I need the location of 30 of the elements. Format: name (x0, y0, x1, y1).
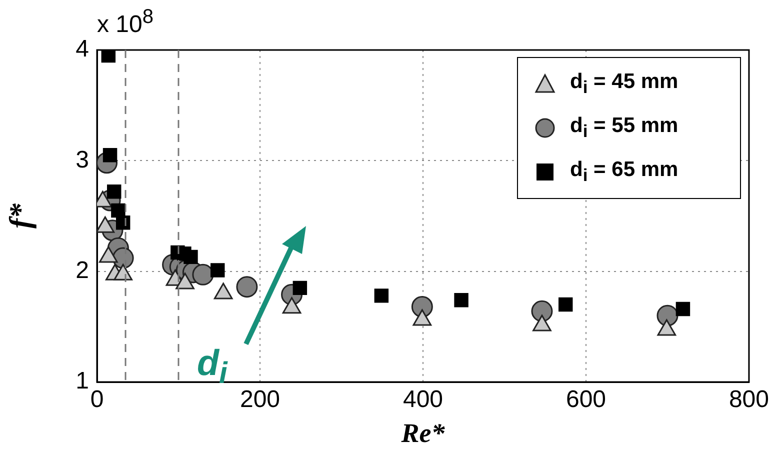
x-axis-title: Re* (400, 418, 446, 448)
text: x 10$^{8}$ (97, 6, 154, 39)
point (101, 50, 116, 63)
point (676, 302, 690, 316)
point (116, 216, 130, 230)
y-tick-label: 3 (76, 146, 89, 174)
point (210, 263, 225, 278)
point (192, 264, 214, 286)
x-tick-label: 400 (402, 386, 444, 414)
point (374, 288, 389, 303)
point (292, 280, 308, 296)
y-tick-label: 4 (76, 36, 89, 63)
point (558, 297, 573, 312)
legend-label: d$_{i}$ = 65 mm (570, 158, 678, 186)
legend-label: d$_{i}$ = 55 mm (570, 114, 678, 142)
x-tick-label: 600 (566, 386, 606, 414)
point (184, 250, 198, 264)
point (531, 300, 553, 322)
point (236, 276, 258, 298)
y-tick-label: 1 (76, 368, 89, 395)
x-tick-label: 0 (90, 386, 104, 414)
x-tick-label: 200 (240, 386, 280, 414)
point (107, 184, 122, 199)
y-tick-label: 2 (76, 256, 89, 284)
point (111, 203, 126, 218)
point (102, 148, 118, 162)
y-axis-title: f* (4, 202, 37, 228)
x-tick-label: 800 (728, 386, 769, 414)
point (454, 292, 468, 308)
legend-label: d$_{i}$ = 45 mm (570, 70, 678, 98)
